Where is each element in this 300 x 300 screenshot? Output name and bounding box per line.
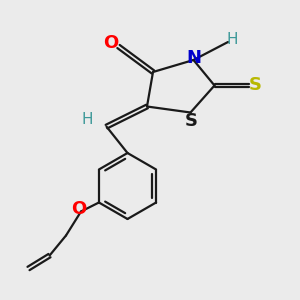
Text: H: H — [227, 32, 238, 47]
Text: H: H — [81, 112, 93, 127]
Text: S: S — [184, 112, 198, 130]
Text: O: O — [71, 200, 86, 217]
Text: O: O — [103, 34, 118, 52]
Text: N: N — [187, 49, 202, 67]
Text: S: S — [249, 76, 262, 94]
